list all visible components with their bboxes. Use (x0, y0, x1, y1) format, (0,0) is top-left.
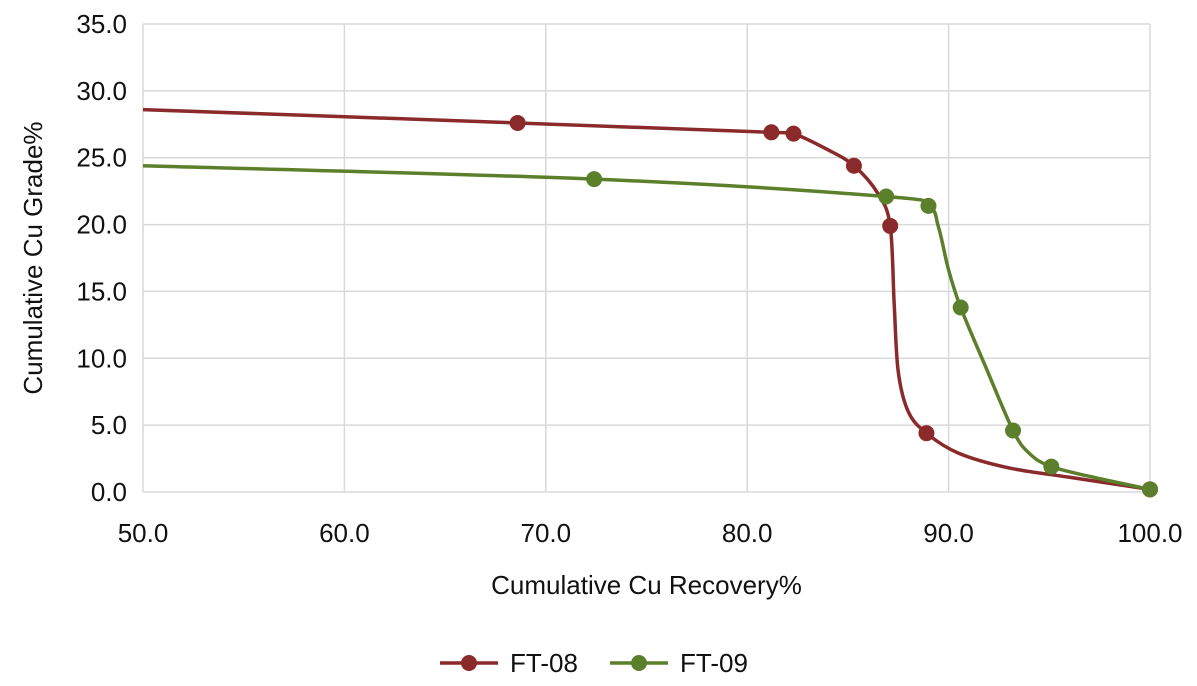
data-point (845, 157, 862, 174)
x-tick-label: 70.0 (520, 518, 571, 548)
data-point (1142, 481, 1158, 498)
x-tick-label: 80.0 (722, 518, 773, 548)
series-ft-08 (142, 107, 1158, 498)
data-point (918, 425, 935, 442)
y-tick-label: 15.0 (76, 276, 127, 306)
series-line (142, 107, 1151, 492)
grid (142, 23, 1151, 493)
x-tick-label: 100.0 (1117, 518, 1182, 548)
legend-label: FT-09 (680, 648, 748, 678)
y-tick-label: 0.0 (91, 477, 127, 507)
x-axis-title: Cumulative Cu Recovery% (491, 570, 802, 600)
x-tick-label: 90.0 (923, 518, 974, 548)
y-axis-title: Cumulative Cu Grade% (18, 121, 48, 394)
data-point (1005, 422, 1022, 439)
series-line (142, 163, 1151, 492)
series-ft-09 (142, 163, 1158, 498)
x-tick-label: 50.0 (118, 518, 169, 548)
data-point (1043, 458, 1060, 475)
legend-marker (461, 655, 477, 671)
axes: 50.0 60.0 70.0 80.0 90.0 100.0 0.0 5.0 10.0 15.0 2… (18, 9, 1183, 600)
series-layer (142, 107, 1158, 498)
data-point (882, 217, 899, 234)
data-point (878, 188, 895, 205)
legend-entry-ft-09: FT-09 (610, 648, 748, 678)
x-tick-label: 60.0 (319, 518, 370, 548)
y-tick-label: 20.0 (76, 210, 127, 240)
data-point (509, 114, 526, 131)
y-tick-label: 25.0 (76, 143, 127, 173)
y-tick-label: 35.0 (76, 9, 127, 39)
y-tick-label: 30.0 (76, 76, 127, 106)
data-point (920, 197, 937, 214)
legend: FT-08 FT-09 (440, 648, 748, 678)
legend-label: FT-08 (510, 648, 578, 678)
data-point (763, 124, 780, 141)
legend-entry-ft-08: FT-08 (440, 648, 578, 678)
y-tick-label: 5.0 (91, 410, 127, 440)
data-point (952, 299, 969, 316)
data-point (586, 171, 603, 188)
y-tick-label: 10.0 (76, 343, 127, 373)
data-point (785, 125, 802, 142)
legend-marker (631, 655, 647, 671)
